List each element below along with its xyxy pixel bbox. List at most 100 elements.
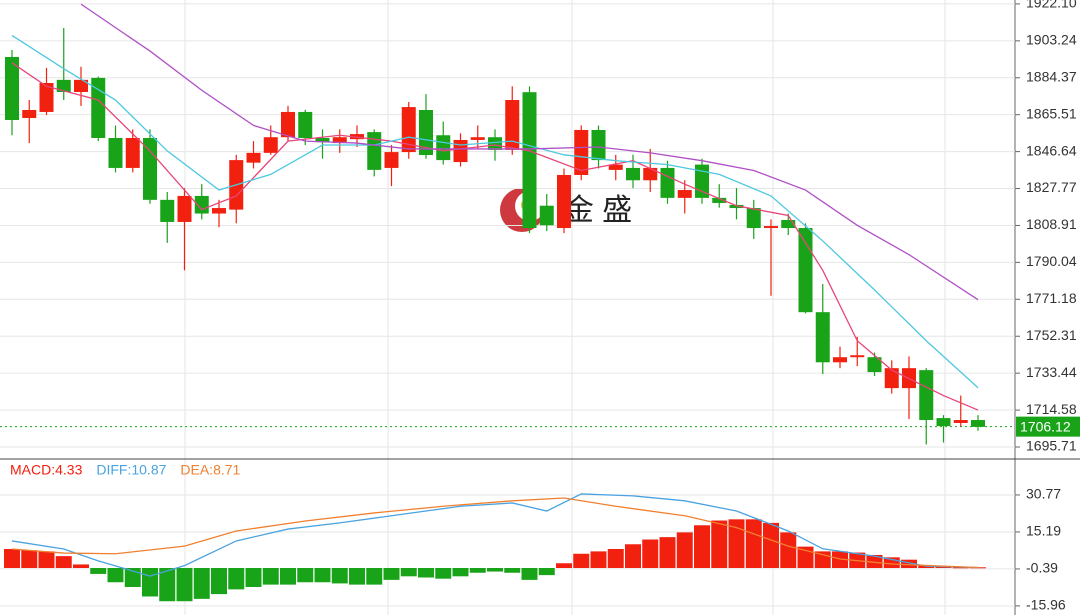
candle-body <box>5 56 19 120</box>
candle-body <box>212 208 226 214</box>
candle-body <box>746 208 761 229</box>
macd-bar <box>366 568 383 585</box>
macd-bar <box>659 537 676 569</box>
candle-body <box>919 370 934 421</box>
macd-bar <box>73 564 89 569</box>
macd-bar <box>245 568 262 587</box>
macd-bar <box>607 549 624 569</box>
candle-body <box>74 79 88 92</box>
y-tick-label: 1733.44 <box>1026 364 1077 380</box>
y-tick-label: 1808.91 <box>1026 216 1077 232</box>
macd-bar <box>763 522 779 569</box>
macd-bar <box>349 568 365 585</box>
macd-bar <box>90 568 107 574</box>
legend-label: DEA:8.71 <box>180 462 240 478</box>
candle-body <box>332 137 347 144</box>
last-price-box <box>1016 416 1080 437</box>
macd-bar <box>745 519 762 569</box>
macd-bar <box>780 532 797 569</box>
candle-body <box>574 129 589 175</box>
candle-body <box>160 199 175 222</box>
y-tick-label: 15.19 <box>1026 523 1061 539</box>
macd-bar <box>832 551 848 569</box>
macd-bar <box>314 568 331 583</box>
candle-body <box>246 152 261 163</box>
macd-bar <box>487 568 503 572</box>
candle-body <box>833 357 847 363</box>
candle-body <box>263 137 278 153</box>
macd-bar <box>642 539 659 569</box>
y-tick-label: 1752.31 <box>1026 327 1077 343</box>
candle-body <box>815 312 830 363</box>
candle-body <box>419 109 433 156</box>
macd-bar <box>452 568 469 577</box>
candle-body <box>677 190 692 198</box>
candle-body <box>729 204 744 209</box>
candle-body <box>557 174 571 229</box>
candle-body <box>884 368 899 389</box>
macd-bar <box>538 568 555 576</box>
macd-bar <box>521 568 538 580</box>
macd-bar <box>193 568 210 599</box>
candle-body <box>608 164 623 170</box>
legend-label: MACD:4.33 <box>10 462 83 478</box>
y-tick-label: 1714.58 <box>1026 401 1077 417</box>
macd-bar <box>694 525 710 569</box>
candle-body <box>971 420 985 427</box>
macd-bar <box>211 568 227 595</box>
macd-bar <box>280 568 296 585</box>
macd-bar <box>504 568 521 573</box>
candle-body <box>194 195 209 214</box>
macd-bar <box>676 532 693 569</box>
macd-bar <box>918 565 935 569</box>
candle-body <box>91 77 106 138</box>
macd-bar <box>883 557 900 569</box>
macd-bar <box>55 556 72 569</box>
y-tick-label: 1771.18 <box>1026 290 1077 306</box>
candle-body <box>470 137 485 140</box>
candle-body <box>781 219 796 229</box>
macd-bar <box>176 568 193 602</box>
macd-bar <box>38 551 55 569</box>
macd-bar <box>970 567 986 569</box>
candle-body <box>384 152 399 168</box>
line-series <box>11 497 979 569</box>
legend-label: DIFF:10.87 <box>96 462 166 478</box>
macd-bar <box>21 550 38 569</box>
macd-bar <box>4 549 20 569</box>
candle-body <box>143 137 157 200</box>
macd-bar <box>159 568 176 602</box>
vertical-grid <box>184 0 946 615</box>
candle-body <box>643 167 658 181</box>
y-tick-label: -0.39 <box>1026 560 1058 576</box>
line-series <box>11 62 979 411</box>
macd-bar <box>573 553 590 569</box>
y-tick-label: 1695.71 <box>1026 438 1077 454</box>
candle-body <box>850 355 865 358</box>
candle-body <box>539 205 554 226</box>
macd-bar <box>952 567 969 569</box>
candle-body <box>867 357 882 373</box>
line-series <box>11 493 979 577</box>
macd-bar <box>866 554 883 569</box>
y-tick-label: 1846.64 <box>1026 142 1077 158</box>
candle-body <box>798 228 813 313</box>
macd-bar <box>383 568 400 580</box>
candle-body <box>660 167 675 198</box>
macd-bar <box>107 568 124 583</box>
candle-body <box>367 132 382 170</box>
candle-body <box>522 92 537 229</box>
macd-bar <box>728 519 745 569</box>
watermark: 金 盛 <box>564 194 632 227</box>
y-tick-label: 30.77 <box>1026 486 1061 502</box>
macd-bar <box>901 559 917 569</box>
macd-bar <box>711 520 728 569</box>
macd-bar <box>418 568 434 578</box>
macd-bar <box>469 568 486 573</box>
macd-bar <box>228 568 245 590</box>
candle-body <box>712 197 727 203</box>
candle-body <box>505 100 520 150</box>
macd-bar <box>556 563 572 569</box>
macd-bar <box>331 568 348 584</box>
